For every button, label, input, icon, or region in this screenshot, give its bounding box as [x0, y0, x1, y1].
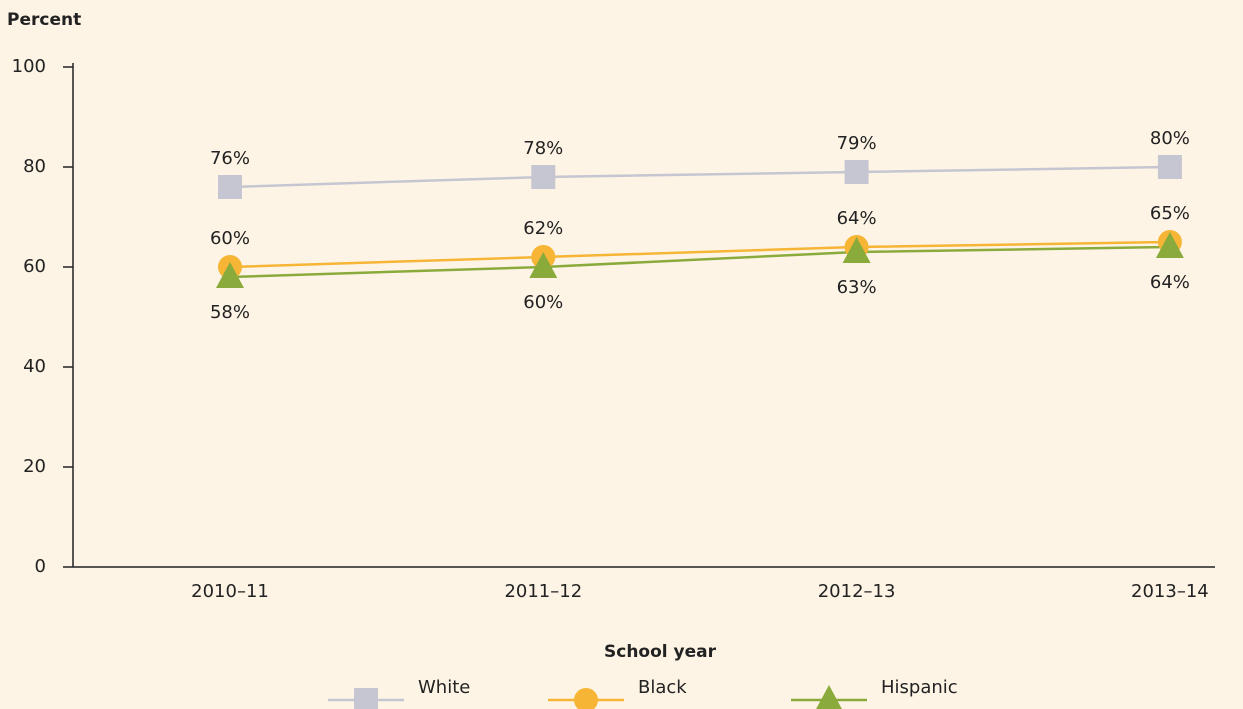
data-label: 60% [210, 228, 250, 249]
series-line [229, 165, 1170, 189]
data-point [1157, 155, 1182, 179]
y-axis-label: Percent [7, 10, 81, 30]
y-tick-label: 40 [23, 356, 46, 377]
legend-marker [354, 688, 378, 709]
data-point [1155, 232, 1184, 258]
series-line [229, 245, 1170, 279]
y-tick-label: 0 [35, 556, 46, 577]
x-axis-label: School year [604, 642, 717, 662]
data-label: 76% [210, 148, 250, 169]
legend-label: Hispanic [881, 677, 958, 698]
y-tick-label: 20 [23, 456, 46, 477]
x-tick-label: 2013–14 [1131, 581, 1209, 602]
legend-marker [574, 688, 598, 709]
data-label: 62% [523, 218, 563, 239]
data-label: 64% [1150, 272, 1190, 293]
data-label: 58% [210, 302, 250, 323]
y-tick-label: 80 [23, 156, 46, 177]
x-tick-label: 2011–12 [504, 581, 582, 602]
data-point [216, 262, 244, 288]
legend-label: Black [638, 677, 687, 698]
y-tick-label: 60 [23, 256, 46, 277]
legend-marker [816, 685, 842, 709]
data-point [531, 165, 556, 189]
data-point [218, 175, 242, 199]
data-label: 80% [1150, 128, 1190, 149]
x-tick-label: 2010–11 [191, 581, 269, 602]
data-label: 60% [523, 292, 563, 313]
y-tick-label: 100 [12, 56, 46, 77]
data-label: 78% [523, 138, 563, 159]
data-point [842, 237, 871, 263]
data-label: 64% [837, 208, 877, 229]
data-point [529, 252, 558, 278]
data-point [844, 160, 869, 184]
data-label: 79% [837, 133, 877, 154]
series-line [229, 240, 1170, 269]
x-tick-label: 2012–13 [818, 581, 896, 602]
legend-label: White [418, 677, 470, 698]
data-label: 65% [1150, 203, 1190, 224]
data-label: 63% [837, 277, 877, 298]
